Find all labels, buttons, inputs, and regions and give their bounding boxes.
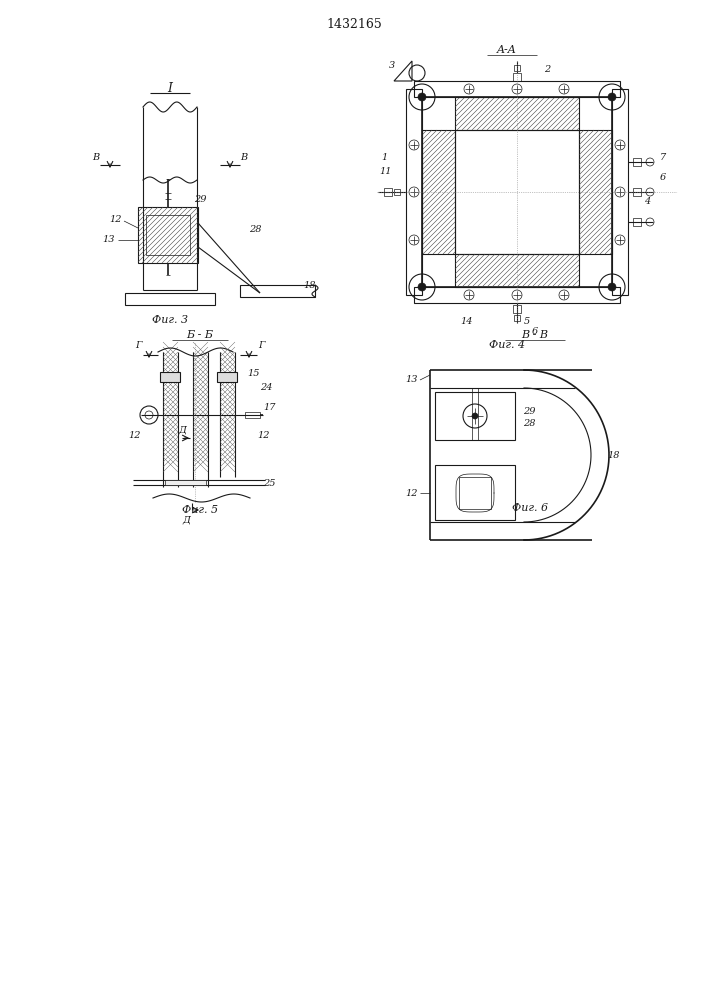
Bar	[633, 188, 641, 196]
Text: Фиг. 6: Фиг. 6	[512, 503, 548, 513]
Text: 13: 13	[103, 235, 115, 244]
Text: Фиг. 5: Фиг. 5	[182, 505, 218, 515]
Circle shape	[472, 413, 478, 419]
Text: Б - Б: Б - Б	[187, 330, 214, 340]
Text: 12: 12	[257, 430, 269, 440]
Bar	[514, 315, 520, 321]
Text: 28: 28	[249, 226, 262, 234]
Text: 11: 11	[380, 167, 392, 176]
Text: 29: 29	[523, 406, 535, 416]
Bar	[455, 254, 579, 287]
Bar	[633, 158, 641, 166]
Bar	[160, 372, 180, 382]
Text: 5: 5	[524, 316, 530, 326]
Text: 12: 12	[129, 430, 141, 440]
Text: 2: 2	[544, 64, 550, 74]
Text: 24: 24	[260, 382, 272, 391]
Text: 14: 14	[461, 316, 473, 326]
Text: 1: 1	[381, 152, 387, 161]
Circle shape	[608, 93, 616, 101]
Text: В - В: В - В	[522, 330, 549, 340]
Text: 17: 17	[263, 402, 276, 412]
Text: 29: 29	[194, 196, 206, 205]
Text: 18: 18	[304, 280, 316, 290]
Polygon shape	[198, 223, 260, 293]
Text: Фиг. 4: Фиг. 4	[489, 340, 525, 350]
Bar	[435, 465, 515, 520]
Bar	[406, 89, 422, 295]
Circle shape	[418, 93, 426, 101]
Bar	[125, 293, 215, 305]
Bar	[455, 97, 579, 130]
Text: Д: Д	[182, 516, 190, 524]
Circle shape	[608, 283, 616, 291]
Text: В: В	[240, 152, 247, 161]
Bar	[633, 218, 641, 226]
Bar	[514, 65, 520, 71]
Bar	[513, 305, 521, 313]
Text: 3: 3	[389, 62, 395, 70]
Text: 15: 15	[247, 369, 259, 378]
Bar	[165, 480, 206, 485]
Bar	[414, 287, 620, 303]
Text: 18: 18	[607, 450, 619, 460]
Text: I: I	[168, 82, 173, 95]
Text: 25: 25	[263, 479, 276, 488]
Bar	[422, 130, 455, 254]
Text: Д: Д	[178, 426, 186, 434]
Circle shape	[418, 283, 426, 291]
Text: 13: 13	[406, 375, 418, 384]
Bar	[435, 392, 515, 440]
Bar	[459, 477, 491, 509]
Bar	[240, 285, 315, 297]
Bar	[138, 207, 198, 263]
Bar	[414, 81, 620, 97]
Text: 12: 12	[110, 216, 122, 225]
Bar	[612, 89, 628, 295]
Bar	[513, 73, 521, 81]
Bar	[146, 215, 190, 255]
Text: 1432165: 1432165	[326, 18, 382, 31]
Bar	[384, 188, 392, 196]
Bar	[579, 130, 612, 254]
Text: 28: 28	[523, 420, 535, 428]
Text: 4: 4	[644, 198, 650, 207]
Text: Фиг. 3: Фиг. 3	[152, 315, 188, 325]
Bar	[394, 189, 400, 195]
Bar	[455, 130, 579, 254]
Text: 6: 6	[660, 172, 666, 182]
Text: Г: Г	[135, 340, 141, 350]
Bar	[217, 372, 237, 382]
Text: 12: 12	[406, 488, 418, 497]
Text: A-A: A-A	[497, 45, 517, 55]
Text: В: В	[93, 152, 100, 161]
Text: Г: Г	[258, 340, 264, 350]
Text: 7: 7	[660, 152, 666, 161]
Bar	[245, 412, 260, 418]
Text: 6: 6	[532, 326, 538, 336]
Bar	[422, 97, 612, 287]
